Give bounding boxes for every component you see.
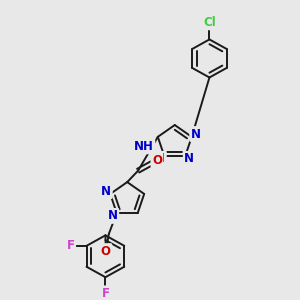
Text: N: N (155, 152, 165, 165)
Text: NH: NH (134, 140, 154, 153)
Text: O: O (101, 244, 111, 258)
Text: F: F (101, 287, 110, 300)
Text: Cl: Cl (203, 16, 216, 29)
Text: O: O (152, 154, 162, 167)
Text: N: N (101, 184, 111, 198)
Text: N: N (191, 128, 201, 140)
Text: F: F (67, 239, 75, 252)
Text: N: N (108, 209, 118, 222)
Text: N: N (184, 152, 194, 165)
